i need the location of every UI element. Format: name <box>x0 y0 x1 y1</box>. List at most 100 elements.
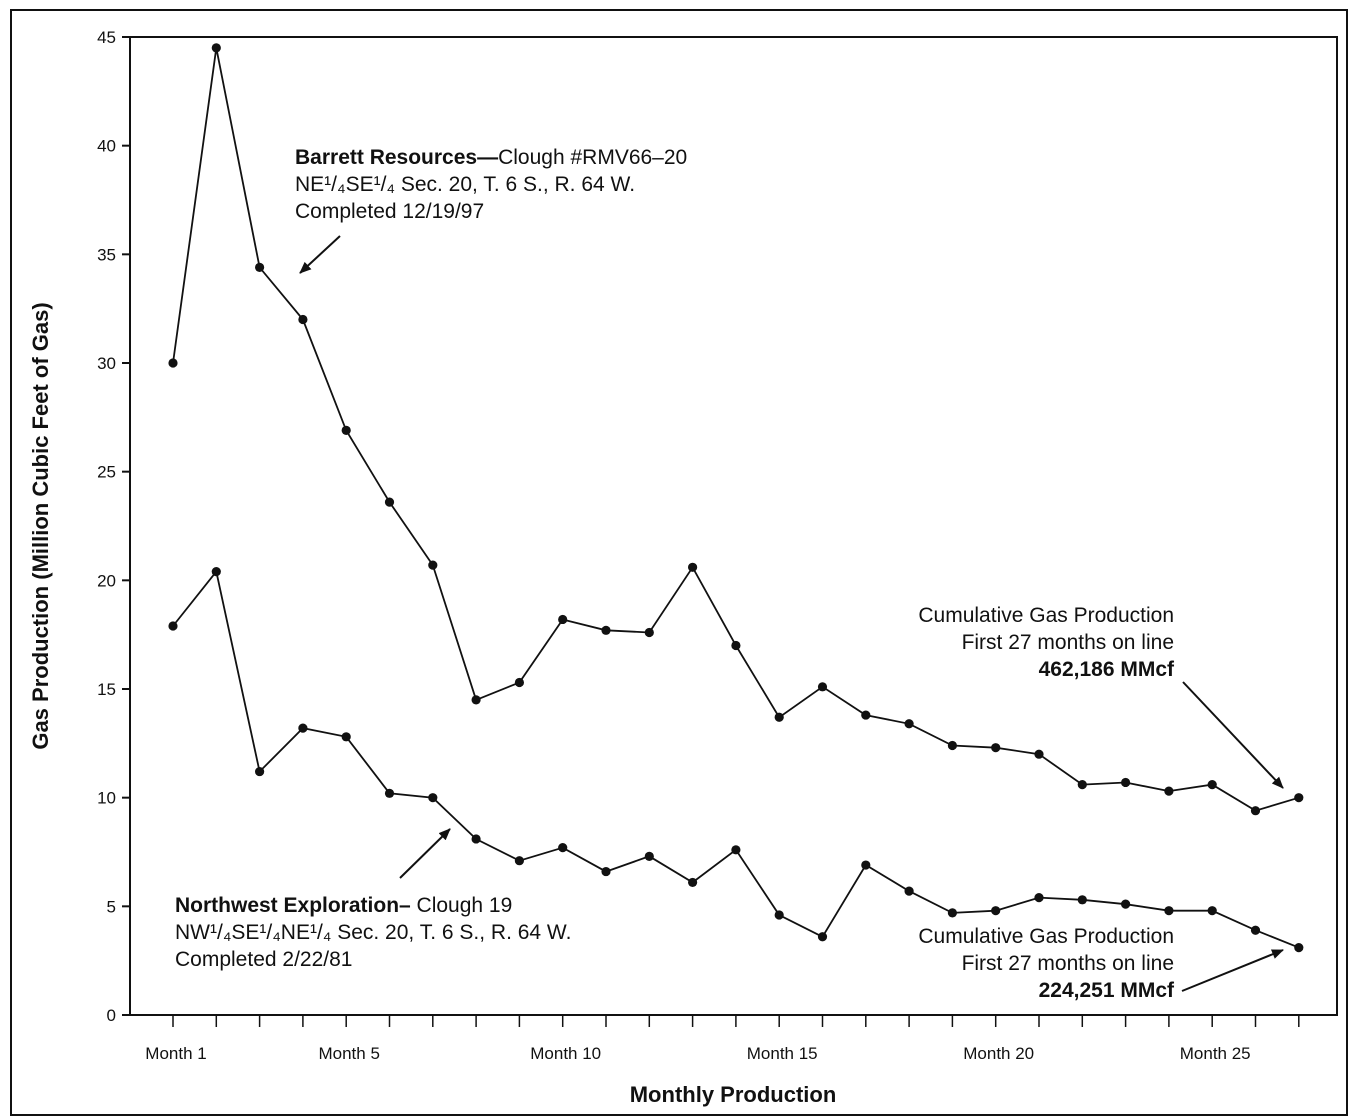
series-points <box>168 43 1304 953</box>
series-0-point-7 <box>428 560 438 570</box>
series-1-point-21 <box>1034 893 1044 903</box>
series-1-point-15 <box>774 910 784 920</box>
y-tick-label-35: 35 <box>97 245 116 264</box>
annotation-cumulative-barrett: Cumulative Gas Production First 27 month… <box>918 604 1284 789</box>
series-1-point-22 <box>1077 895 1087 905</box>
series-0-point-27 <box>1294 793 1304 803</box>
series-1-point-4 <box>298 723 308 733</box>
cumulative-barrett-arrow <box>1182 681 1284 789</box>
series-0-point-25 <box>1207 780 1217 790</box>
annotation-barrett-well: Clough #RMV66–20 <box>498 146 687 169</box>
annotation-northwest-line1: Northwest Exploration– Clough 19 <box>175 894 512 917</box>
series-0-point-2 <box>211 43 221 53</box>
x-tick-label-20: Month 20 <box>963 1044 1034 1063</box>
y-tick-label-5: 5 <box>107 897 116 916</box>
series-0-point-26 <box>1250 806 1261 816</box>
series-0-point-22 <box>1077 780 1087 790</box>
series-1-point-2 <box>211 567 221 577</box>
series-1-point-19 <box>947 908 958 918</box>
chart-frame <box>10 9 1348 1116</box>
annotation-barrett-line1: Barrett Resources—Clough #RMV66–20 <box>295 146 687 169</box>
y-tick-label-10: 10 <box>97 789 116 808</box>
x-tick-label-1: Month 1 <box>145 1044 206 1063</box>
series-1-point-5 <box>341 732 351 742</box>
y-tick-label-15: 15 <box>97 680 116 699</box>
series-1-point-8 <box>471 834 481 844</box>
series-1-point-1 <box>168 621 178 631</box>
annotation-cumulative-northwest: Cumulative Gas Production First 27 month… <box>918 925 1284 1002</box>
series-1-point-12 <box>644 851 654 861</box>
y-axis-title: Gas Production (Million Cubic Feet of Ga… <box>28 302 53 749</box>
series-1-point-20 <box>991 906 1001 916</box>
annotation-northwest-name: Northwest Exploration– <box>175 894 411 917</box>
x-tick-label-15: Month 15 <box>747 1044 818 1063</box>
annotation-barrett-arrow <box>299 235 341 274</box>
annotation-northwest-well: Clough 19 <box>411 894 513 917</box>
annotation-northwest: Northwest Exploration– Clough 19 NW¹/₄SE… <box>175 828 571 971</box>
series-0-point-16 <box>817 682 828 692</box>
series-1-point-9 <box>514 856 525 866</box>
cumulative-barrett-line2: First 27 months on line <box>962 631 1174 654</box>
series-1-point-7 <box>428 793 438 803</box>
series-line-1 <box>172 569 1300 949</box>
series-0-point-13 <box>688 562 698 572</box>
series-1-point-27 <box>1294 943 1304 953</box>
series-0-point-17 <box>861 710 871 720</box>
series-1-point-3 <box>255 766 265 777</box>
series-1-point-17 <box>861 860 871 870</box>
series-0-point-9 <box>514 677 525 688</box>
y-axis: 0 5 10 15 20 25 30 35 40 45 <box>97 28 130 1025</box>
annotation-barrett-line2: NE¹/₄SE¹/₄ Sec. 20, T. 6 S., R. 64 W. <box>295 173 635 196</box>
annotation-barrett-line3: Completed 12/19/97 <box>295 200 484 223</box>
cumulative-barrett-line1: Cumulative Gas Production <box>918 604 1174 627</box>
x-tick-label-25: Month 25 <box>1180 1044 1251 1063</box>
series-1-point-13 <box>688 877 698 888</box>
series-1-point-24 <box>1164 906 1174 916</box>
series-0-point-19 <box>947 740 958 751</box>
series-1-point-11 <box>601 866 611 877</box>
series-0-point-8 <box>471 695 481 705</box>
series-1-point-10 <box>558 843 568 853</box>
y-tick-label-40: 40 <box>97 137 116 156</box>
series-0-point-20 <box>991 743 1001 753</box>
series-0-point-10 <box>558 614 568 625</box>
series-0-point-11 <box>601 625 611 635</box>
series-1-point-25 <box>1207 906 1217 916</box>
series-0-point-24 <box>1164 786 1174 796</box>
series-0-point-14 <box>731 640 741 651</box>
y-tick-label-20: 20 <box>97 571 116 590</box>
series-0-point-15 <box>774 712 784 722</box>
plot-area <box>129 36 1338 1016</box>
series-1-point-6 <box>384 788 395 798</box>
annotation-barrett-name: Barrett Resources— <box>295 146 498 169</box>
cumulative-northwest-arrow <box>1181 949 1284 992</box>
series-1-point-26 <box>1250 925 1261 935</box>
annotation-northwest-line2: NW¹/₄SE¹/₄NE¹/₄ Sec. 20, T. 6 S., R. 64 … <box>175 921 571 944</box>
cumulative-northwest-line2: First 27 months on line <box>962 952 1174 975</box>
y-tick-label-0: 0 <box>107 1006 116 1025</box>
cumulative-northwest-line1: Cumulative Gas Production <box>918 925 1174 948</box>
series-0-point-3 <box>255 262 265 272</box>
series-0-point-18 <box>904 719 914 729</box>
cumulative-barrett-value: 462,186 MMcf <box>1039 658 1175 681</box>
series-0-point-12 <box>644 627 654 638</box>
x-axis-title: Monthly Production <box>630 1082 837 1107</box>
x-tick-label-5: Month 5 <box>318 1044 379 1063</box>
series-0-point-5 <box>341 425 351 435</box>
y-tick-label-30: 30 <box>97 354 116 373</box>
y-tick-label-25: 25 <box>97 463 116 482</box>
y-tick-label-45: 45 <box>97 28 116 47</box>
series-1-point-23 <box>1121 899 1131 909</box>
annotation-northwest-arrow <box>399 828 451 879</box>
series-1-point-14 <box>731 845 741 855</box>
series-0-point-6 <box>384 497 395 507</box>
series-0-point-21 <box>1034 749 1044 759</box>
series-0-point-1 <box>168 358 178 368</box>
annotation-barrett: Barrett Resources—Clough #RMV66–20 NE¹/₄… <box>295 146 687 274</box>
x-tick-label-10: Month 10 <box>530 1044 601 1063</box>
annotation-northwest-line3: Completed 2/22/81 <box>175 948 352 971</box>
series-1-point-18 <box>904 886 914 896</box>
series-0-point-23 <box>1121 777 1131 788</box>
series-1-point-16 <box>817 932 828 942</box>
